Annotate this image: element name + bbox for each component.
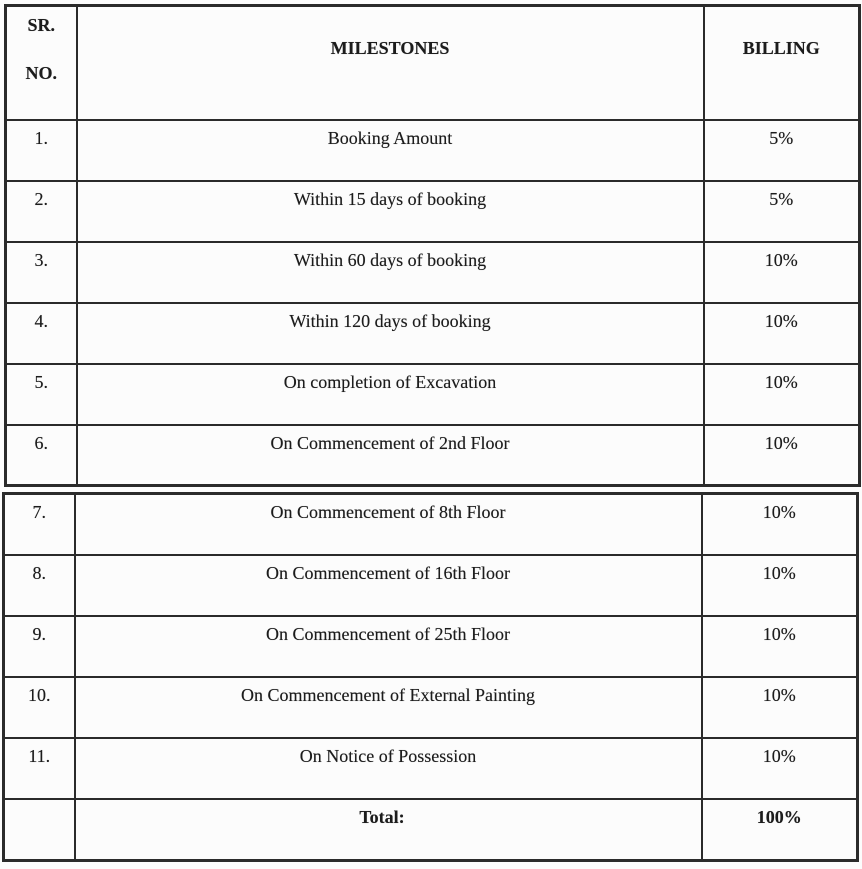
total-row: Total: 100% [2,797,859,862]
billing-cell: 10% [700,553,859,617]
table-row: 9. On Commencement of 25th Floor 10% [2,614,859,678]
header-sr-no: SR. NO. [4,4,78,121]
header-row: SR. NO. MILESTONES BILLING [4,4,861,121]
billing-cell: 10% [700,675,859,739]
total-label: Total: [73,797,703,862]
milestone-cell: On Commencement of 2nd Floor [75,423,705,487]
billing-cell: 10% [700,736,859,800]
sr-number-cell: 3. [4,240,78,304]
milestones-table-segment-1: SR. NO. MILESTONES BILLING 1. Booking Amo… [4,4,861,487]
table-row: 5. On completion of Excavation 10% [4,362,861,426]
milestone-cell: On completion of Excavation [75,362,705,426]
sr-number-cell: 7. [2,492,76,556]
header-sr-line2: NO. [25,63,58,83]
table-row: 4. Within 120 days of booking 10% [4,301,861,365]
table-row: 11. On Notice of Possession 10% [2,736,859,800]
table-row: 8. On Commencement of 16th Floor 10% [2,553,859,617]
table-row: 3. Within 60 days of booking 10% [4,240,861,304]
table-row: 2. Within 15 days of booking 5% [4,179,861,243]
billing-cell: 10% [702,240,861,304]
table-row: 1. Booking Amount 5% [4,118,861,182]
milestone-cell: On Commencement of 16th Floor [73,553,703,617]
milestone-cell: Booking Amount [75,118,705,182]
milestone-cell: On Commencement of 25th Floor [73,614,703,678]
sr-number-cell: 10. [2,675,76,739]
milestone-cell: Within 15 days of booking [75,179,705,243]
sr-number-cell: 11. [2,736,76,800]
milestone-cell: Within 60 days of booking [75,240,705,304]
header-sr-line1: SR. [27,15,55,35]
total-value: 100% [700,797,859,862]
header-billing: BILLING [702,4,861,121]
milestone-cell: On Commencement of 8th Floor [73,492,703,556]
billing-cell: 10% [702,301,861,365]
total-empty-cell [2,797,76,862]
milestones-table-segment-2: 7. On Commencement of 8th Floor 10% 8. On Co… [2,492,859,862]
milestone-cell: On Notice of Possession [73,736,703,800]
billing-cell: 10% [700,614,859,678]
milestone-cell: On Commencement of External Painting [73,675,703,739]
billing-cell: 10% [702,362,861,426]
sr-number-cell: 1. [4,118,78,182]
sr-number-cell: 6. [4,423,78,487]
sr-number-cell: 8. [2,553,76,617]
sr-number-cell: 9. [2,614,76,678]
sr-number-cell: 5. [4,362,78,426]
table-row: 10. On Commencement of External Painting 1… [2,675,859,739]
header-milestones: MILESTONES [75,4,705,121]
sr-number-cell: 2. [4,179,78,243]
table-row: 6. On Commencement of 2nd Floor 10% [4,423,861,487]
billing-cell: 5% [702,118,861,182]
sr-number-cell: 4. [4,301,78,365]
milestone-cell: Within 120 days of booking [75,301,705,365]
billing-cell: 10% [702,423,861,487]
table-row: 7. On Commencement of 8th Floor 10% [2,492,859,556]
billing-cell: 10% [700,492,859,556]
billing-cell: 5% [702,179,861,243]
